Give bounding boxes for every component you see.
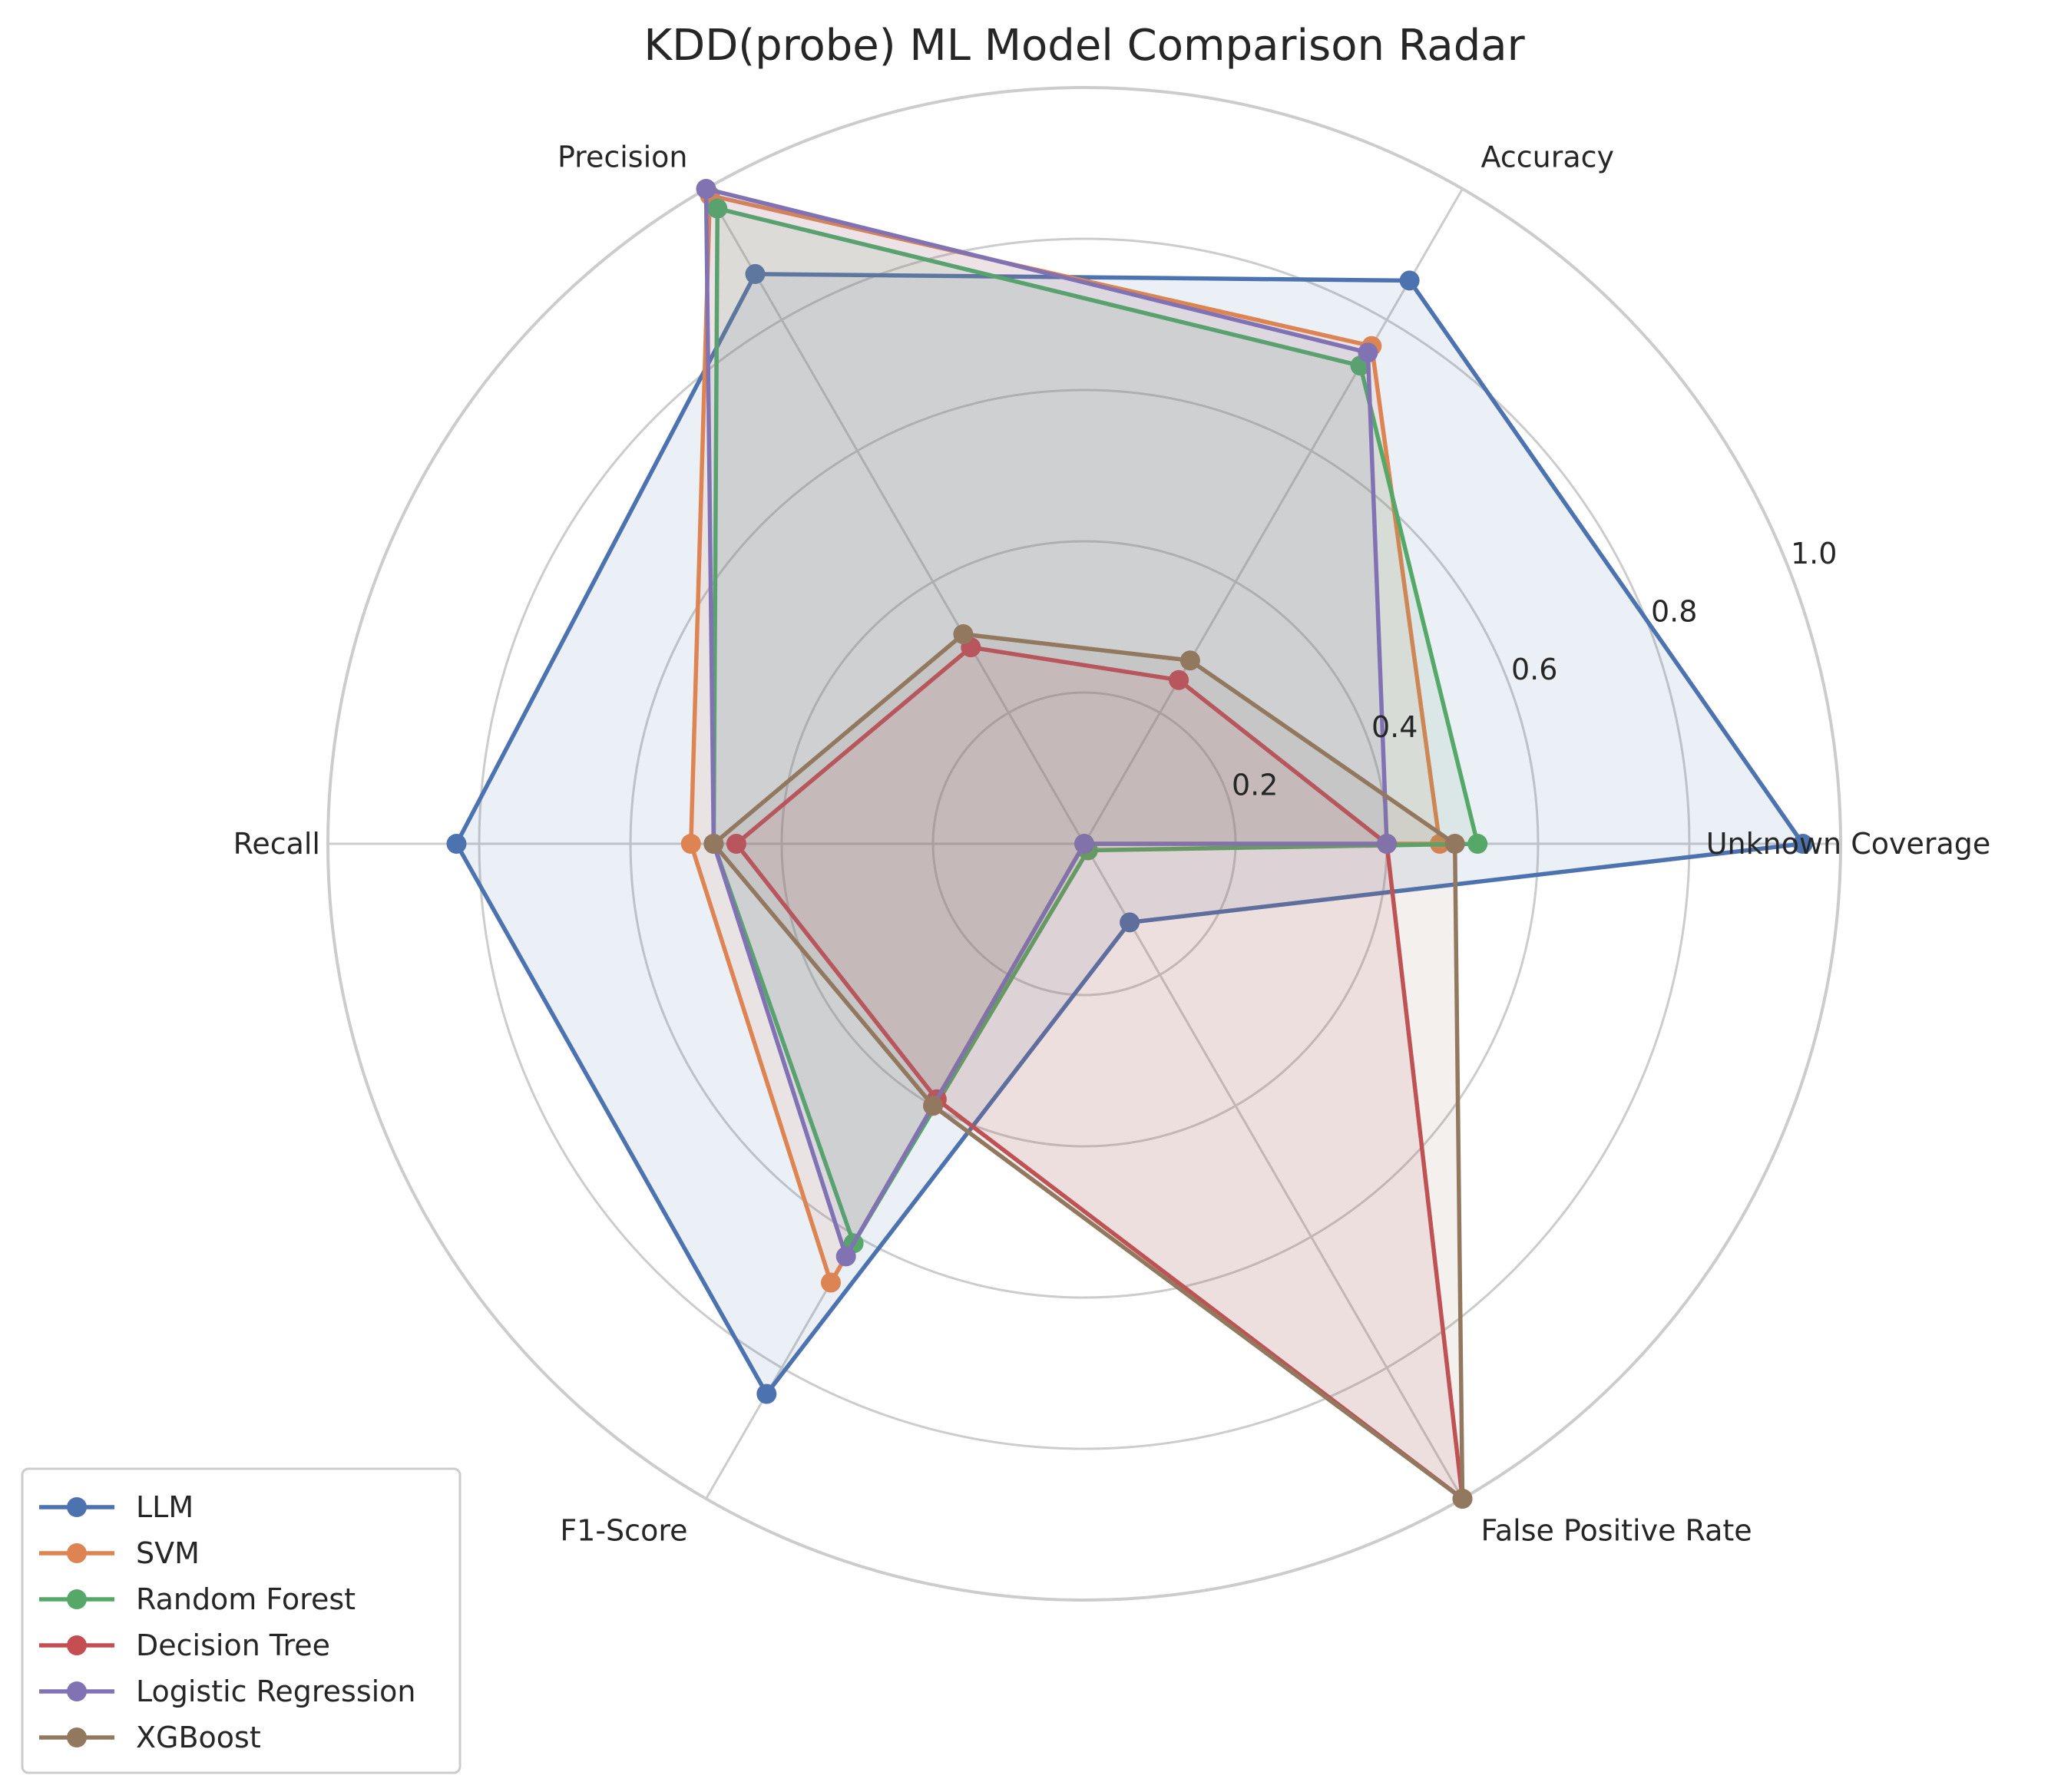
data-point: [1358, 342, 1378, 363]
series-fill: [690, 195, 1440, 1283]
data-point: [1074, 834, 1094, 854]
axis-labels: Unknown Coverage Accuracy Precision Recall F…: [233, 140, 1991, 1547]
radial-tick-label: 0.4: [1371, 710, 1418, 744]
data-point: [1792, 834, 1813, 854]
radial-tick-label: 0.8: [1651, 594, 1697, 628]
series-fill: [706, 189, 1387, 1257]
legend-marker: [67, 1681, 87, 1701]
radial-tick-labels: 0.2 0.4 0.6 0.8 1.0: [1232, 537, 1837, 802]
data-point: [1377, 834, 1397, 854]
radial-tick-label: 0.6: [1511, 653, 1557, 686]
legend-label: Decision Tree: [136, 1628, 330, 1662]
series-fill: [713, 634, 1463, 1499]
data-point: [923, 1096, 943, 1116]
legend-box: [21, 1467, 462, 1774]
data-point: [726, 834, 746, 854]
radial-tick-label: 1.0: [1791, 537, 1837, 570]
data-point: [696, 179, 716, 199]
legend: LLM SVM Random Forest Decision Tree Logistic…: [21, 1467, 462, 1774]
legend-marker: [67, 1497, 87, 1517]
data-point: [446, 834, 467, 854]
data-point: [1444, 834, 1465, 854]
data-point: [1120, 912, 1140, 933]
legend-label: SVM: [136, 1536, 200, 1570]
axis-label: F1-Score: [560, 1514, 687, 1548]
grid-spoke: [1083, 843, 1464, 1499]
legend-label: LLM: [136, 1490, 194, 1524]
legend-marker: [67, 1589, 87, 1609]
legend-label: Logistic Regression: [136, 1675, 416, 1708]
data-point: [1399, 270, 1420, 291]
legend-marker: [67, 1543, 87, 1563]
axis-label: Precision: [557, 140, 688, 174]
data-point: [745, 263, 766, 284]
data-point: [821, 1272, 841, 1293]
axis-label: Unknown Coverage: [1706, 827, 1991, 861]
data-point: [680, 834, 701, 854]
axis-label: Accuracy: [1481, 140, 1615, 174]
data-point: [835, 1246, 856, 1267]
series-fill: [713, 208, 1478, 1244]
legend-label: Random Forest: [136, 1582, 356, 1616]
legend-marker: [67, 1635, 87, 1655]
axis-label: False Positive Rate: [1481, 1514, 1752, 1548]
radial-tick-label: 0.2: [1232, 769, 1278, 802]
data-point: [1452, 1489, 1473, 1509]
data-point: [707, 198, 728, 219]
grid-spoke: [705, 188, 1086, 845]
data-point: [953, 624, 974, 644]
series-fill: [736, 647, 1463, 1499]
grid-spoke: [1083, 188, 1464, 845]
data-point: [756, 1384, 777, 1404]
legend-label: XGBoost: [136, 1721, 261, 1754]
radar-series: [446, 179, 1813, 1509]
series-fill: [456, 273, 1803, 1394]
legend-marker: [67, 1728, 87, 1747]
data-point: [703, 834, 724, 854]
data-point: [1467, 834, 1488, 854]
data-point: [1179, 650, 1200, 671]
axis-label: Recall: [233, 827, 320, 861]
chart-title: KDD(probe) ML Model Comparison Radar: [643, 21, 1525, 71]
data-point: [1169, 670, 1189, 690]
